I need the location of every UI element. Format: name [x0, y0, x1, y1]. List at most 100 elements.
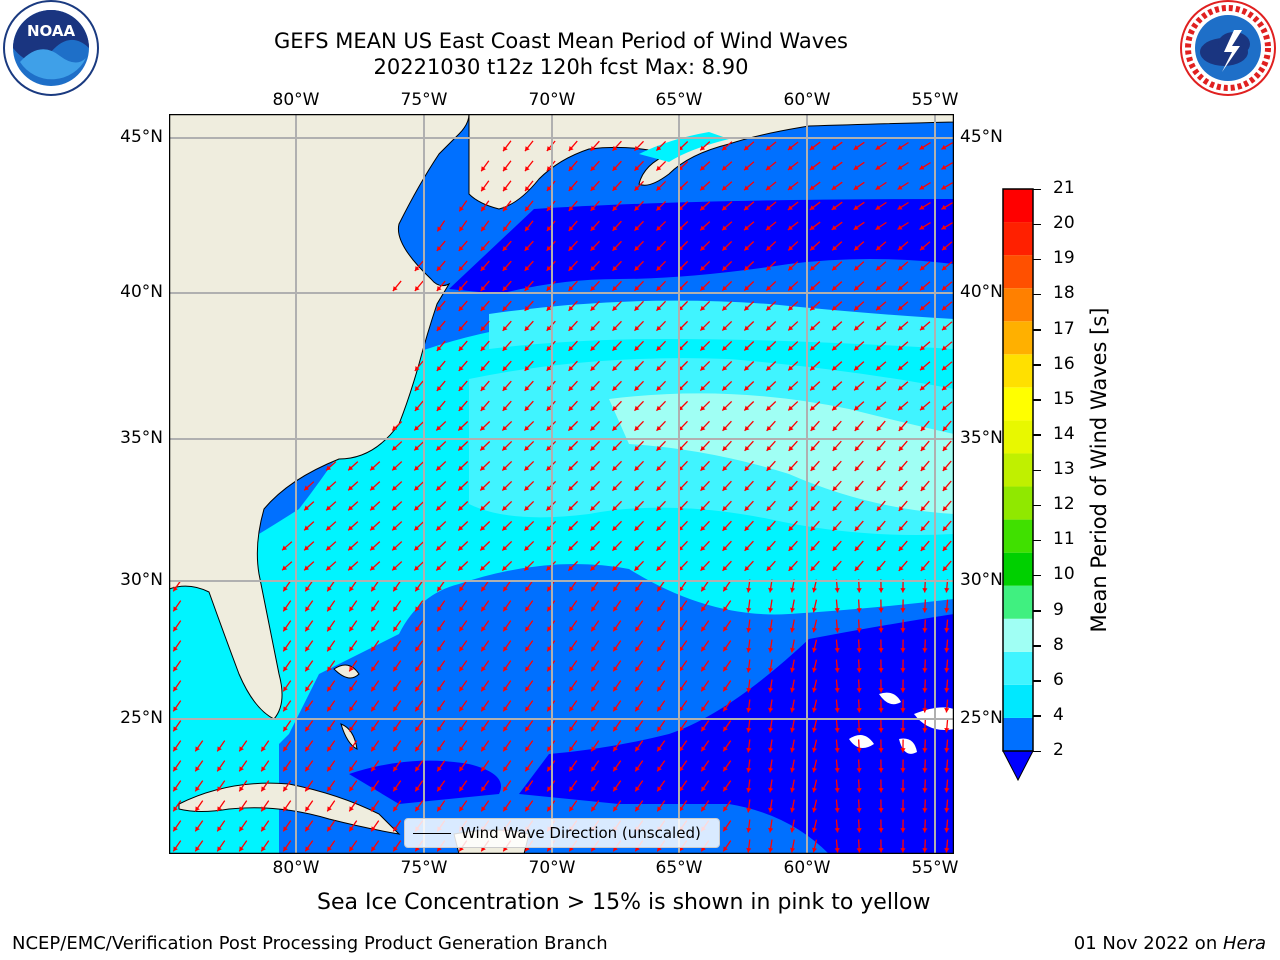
wind-wave-arrowhead	[790, 707, 796, 713]
wind-wave-arrowhead	[173, 586, 178, 592]
colorbar-segment	[1003, 222, 1033, 256]
wind-wave-arrowhead	[701, 646, 706, 652]
wind-wave-arrowhead	[876, 405, 882, 411]
lon-label-top: 60°W	[783, 90, 831, 110]
wind-wave-arrowhead	[305, 806, 310, 812]
wind-wave-arrowhead	[414, 525, 420, 531]
wind-wave-arrowhead	[768, 707, 774, 713]
wind-wave-arrowhead	[173, 646, 178, 652]
wind-wave-arrowhead	[942, 526, 948, 531]
wind-wave-arrowhead	[547, 726, 552, 732]
wind-wave-arrowhead	[656, 465, 662, 471]
wind-wave-arrowhead	[944, 687, 950, 693]
wind-wave-arrowhead	[898, 566, 904, 571]
wind-wave-arrowhead	[787, 205, 793, 211]
wind-wave-arrowhead	[746, 727, 752, 733]
wind-wave-arrowhead	[788, 285, 794, 291]
nws-logo	[1180, 0, 1276, 96]
colorbar-tick-label: 13	[1053, 459, 1075, 479]
wind-wave-arrowhead	[875, 165, 881, 170]
wind-wave-arrowhead	[481, 206, 486, 212]
wind-wave-arrowhead	[922, 628, 928, 633]
wind-wave-arrowhead	[502, 445, 508, 451]
wind-wave-arrowhead	[370, 485, 376, 491]
wind-wave-arrowhead	[832, 265, 838, 271]
wind-wave-arrowhead	[700, 285, 706, 291]
wind-wave-arrowhead	[326, 465, 332, 471]
wind-wave-arrowhead	[437, 226, 442, 232]
wind-wave-arrowhead	[854, 465, 860, 471]
wind-wave-arrowhead	[480, 325, 486, 331]
wind-wave-arrowhead	[765, 165, 771, 171]
wind-wave-arrowhead	[722, 145, 728, 151]
colorbar-segment	[1003, 189, 1033, 223]
wind-wave-arrowhead	[766, 365, 772, 371]
wind-wave-arrowhead	[746, 827, 752, 833]
wind-wave-arrowhead	[503, 786, 508, 792]
map-panel	[169, 114, 954, 854]
wind-wave-arrowhead	[436, 346, 442, 351]
wind-wave-arrowhead	[239, 746, 244, 752]
wind-wave-arrowhead	[723, 806, 728, 812]
wind-wave-arrowhead	[568, 365, 574, 371]
wind-wave-arrowhead	[788, 505, 794, 511]
wind-wave-arrowhead	[524, 305, 530, 311]
wind-wave-arrowhead	[876, 385, 882, 391]
colorbar-tick-label: 10	[1053, 564, 1075, 585]
wind-wave-arrowhead	[700, 165, 706, 171]
wind-wave-arrowhead	[283, 686, 288, 692]
wind-wave-arrowhead	[634, 245, 640, 251]
wind-wave-arrowhead	[723, 686, 728, 692]
wind-wave-arrowhead	[922, 788, 928, 793]
wind-wave-arrowhead	[414, 386, 420, 391]
dark-blue-region-southeast	[519, 614, 954, 854]
wind-wave-arrowhead	[502, 285, 508, 291]
wind-wave-arrowhead	[217, 766, 222, 772]
graticule	[169, 114, 954, 854]
wind-wave-arrowhead	[458, 425, 464, 431]
wind-wave-arrowhead	[790, 747, 796, 753]
wind-wave-arrowhead	[459, 666, 464, 672]
wind-wave-arrowhead	[436, 286, 442, 291]
wind-wave-arrowhead	[878, 708, 884, 713]
wind-wave-arrowhead	[679, 606, 684, 612]
wind-wave-arrowhead	[811, 667, 818, 673]
wind-wave-arrowhead	[371, 606, 376, 612]
wind-wave-arrowhead	[723, 646, 728, 652]
colorbar	[1002, 188, 1034, 782]
legend-label: Wind Wave Direction (unscaled)	[461, 824, 701, 842]
wind-wave-arrowhead	[436, 565, 442, 571]
wind-wave-arrowhead	[897, 185, 903, 190]
lon-label-bottom: 70°W	[528, 858, 576, 878]
wind-wave-arrowhead	[700, 205, 706, 211]
wind-wave-arrowhead	[591, 786, 596, 792]
wind-wave-arrowhead	[524, 445, 530, 451]
wind-wave-arrowhead	[459, 686, 464, 692]
wind-wave-arrowhead	[768, 807, 774, 813]
wind-wave-arrowhead	[878, 608, 884, 613]
wind-wave-arrowhead	[941, 164, 947, 170]
wind-wave-arrowhead	[546, 505, 552, 511]
wind-wave-arrowhead	[790, 607, 796, 613]
wind-wave-arrowhead	[525, 626, 530, 632]
wind-wave-arrowhead	[942, 325, 947, 331]
wind-wave-arrowhead	[612, 185, 618, 191]
wind-wave-arrowhead	[765, 145, 771, 151]
wind-wave-arrowhead	[898, 526, 904, 531]
wind-wave-arrowhead	[437, 766, 442, 772]
wind-wave-arrowhead	[173, 746, 178, 752]
wind-wave-arrowhead	[414, 465, 420, 471]
wind-wave-arrowhead	[481, 586, 486, 592]
wind-wave-arrowhead	[326, 525, 332, 531]
wind-wave-arrowhead	[679, 746, 684, 752]
wind-wave-arrowhead	[480, 425, 486, 431]
wind-wave-arrowhead	[283, 606, 288, 612]
wind-wave-arrowhead	[834, 767, 840, 773]
wind-wave-arrowhead	[634, 265, 640, 271]
wind-wave-arrowhead	[944, 787, 950, 793]
colorbar-tick-mark	[1033, 329, 1041, 331]
wind-wave-arrowhead	[414, 366, 420, 371]
colorbar-tick-mark	[1033, 645, 1041, 647]
wind-wave-arrowhead	[525, 606, 530, 612]
wind-wave-arrowhead	[525, 786, 530, 792]
